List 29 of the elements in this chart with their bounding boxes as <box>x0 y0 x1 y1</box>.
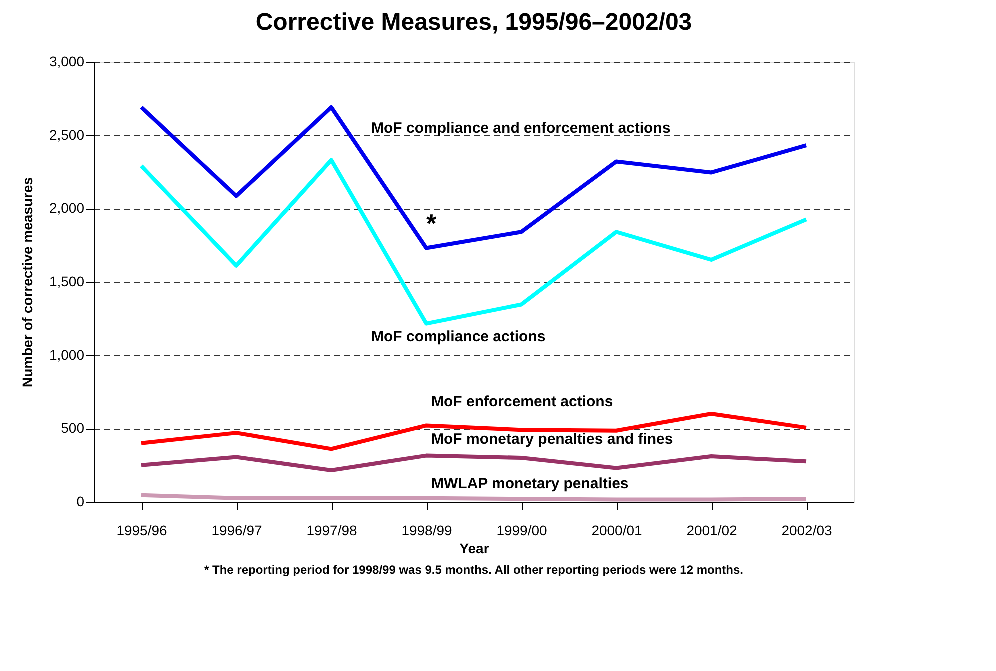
line-series <box>140 105 808 250</box>
series-label: MWLAP monetary penalties <box>432 475 629 492</box>
series-label: MoF compliance and enforcement actions <box>372 120 671 138</box>
series-label: MoF monetary penalties and fines <box>432 430 674 448</box>
text: * The reporting period for 1998/99 was 9.5 months. All other reporting periods were 12 months. <box>204 563 744 577</box>
x-tick-label: 1998/99 <box>402 522 453 538</box>
x-axis-title: Year <box>460 540 490 556</box>
y-tick-label: 500 <box>61 420 85 436</box>
line-series <box>140 412 808 452</box>
y-axis-title: Number of corrective measures <box>19 177 36 388</box>
chart-title: Corrective Measures, 1995/96–2002/03 <box>256 9 692 36</box>
series-label: MoF compliance actions <box>372 328 546 346</box>
y-tick-label: 2,500 <box>49 126 85 143</box>
y-tick-label: 1,000 <box>49 346 85 363</box>
line-series <box>140 454 808 472</box>
y-tick-label: 2,000 <box>49 200 85 216</box>
x-tick-label: 1995/96 <box>116 522 168 538</box>
y-tick-label: 1,500 <box>49 274 85 290</box>
y-tick-label: 0 <box>76 494 85 510</box>
x-tick-label: 2002/03 <box>782 522 833 538</box>
x-tick-label: 1997/98 <box>306 522 358 538</box>
x-tick-label: 1999/00 <box>496 522 548 538</box>
x-tick-label: 2000/01 <box>592 522 643 538</box>
annotation: * <box>426 208 438 238</box>
y-tick-label: 3,000 <box>49 54 85 70</box>
x-tick-label: 2001/02 <box>686 522 738 538</box>
line-series <box>140 158 808 326</box>
series-label: MoF enforcement actions <box>432 394 614 411</box>
x-tick-label: 1996/97 <box>212 522 263 538</box>
